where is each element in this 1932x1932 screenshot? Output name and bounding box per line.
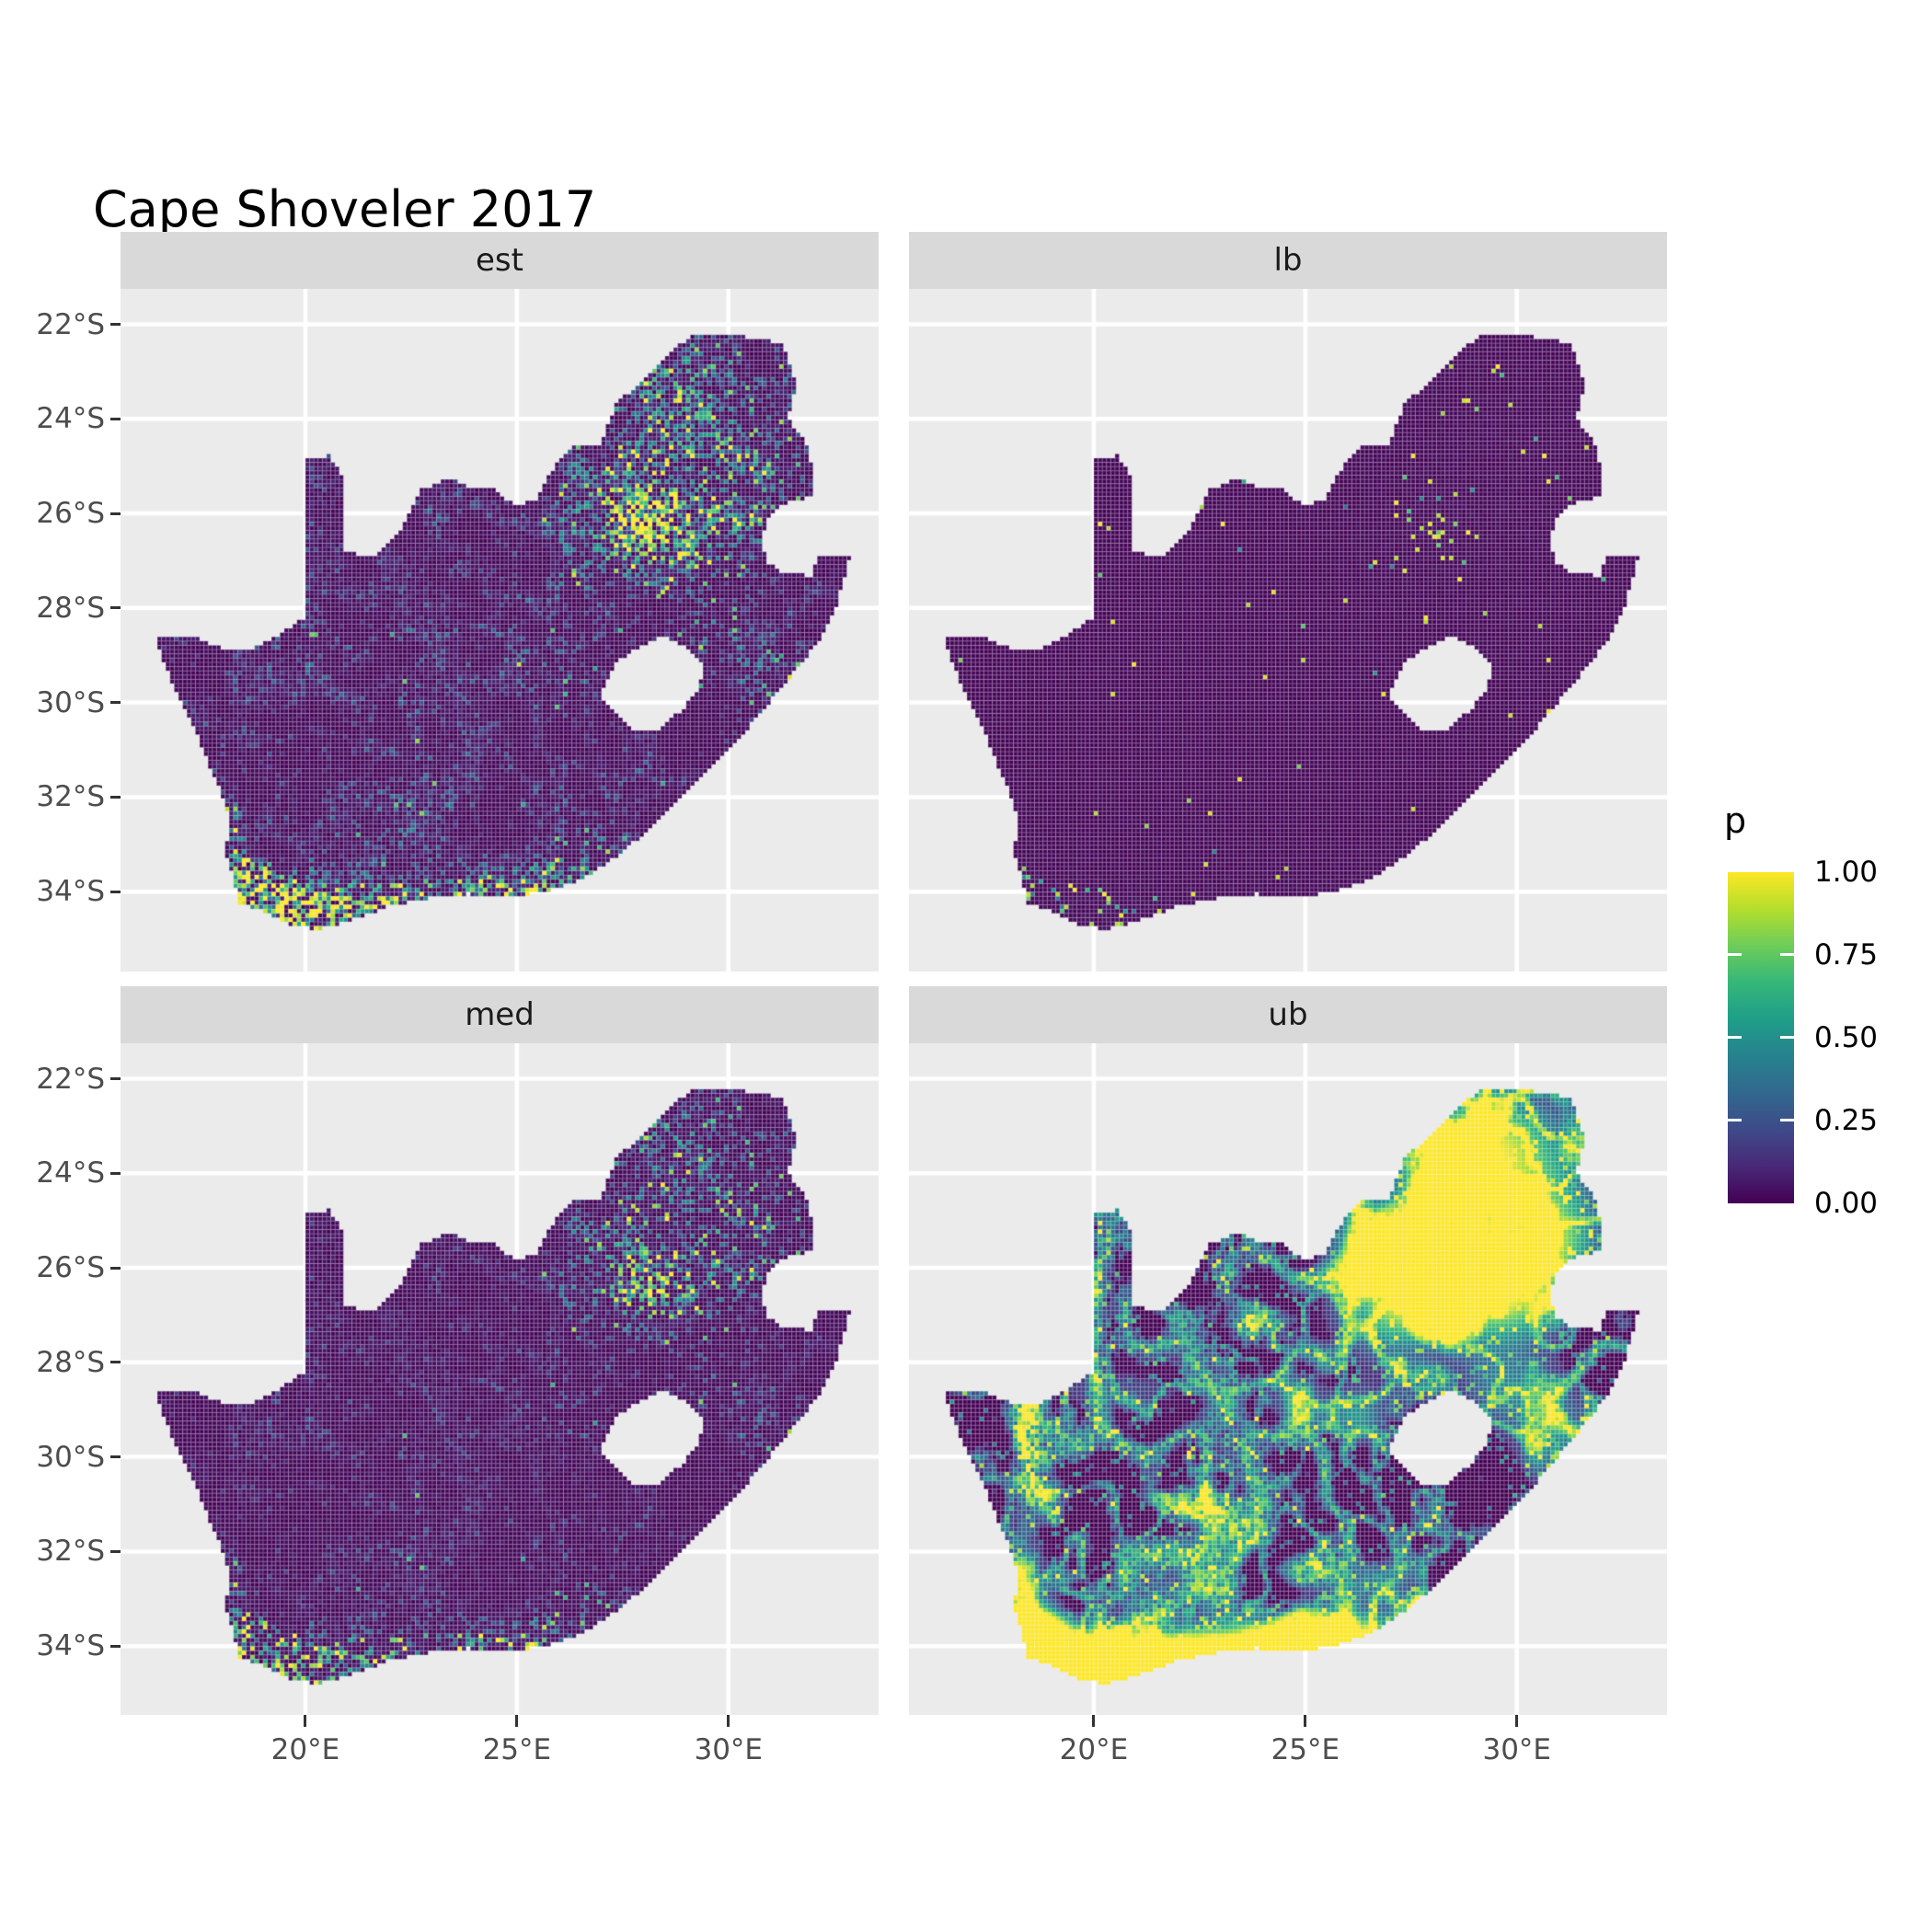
facet-strip-label-ub: ub: [1268, 996, 1308, 1033]
y-axis-label: 28°S: [36, 1345, 105, 1379]
y-axis-label: 34°S: [36, 875, 105, 909]
y-axis-tick-mark: [110, 512, 121, 515]
raster-map-lb: [909, 289, 1667, 972]
legend-label: 0.75: [1814, 938, 1879, 972]
legend-tick-mark: [1728, 1036, 1742, 1039]
x-axis-label: 20°E: [1059, 1733, 1129, 1766]
y-axis-tick-mark: [110, 417, 121, 420]
y-axis-tick-mark: [110, 1644, 121, 1648]
y-axis-label: 32°S: [36, 780, 105, 814]
y-axis-tick-mark: [110, 1171, 121, 1175]
y-axis-tick-mark: [110, 795, 121, 799]
x-axis-tick-mark: [1515, 1715, 1519, 1727]
legend-tick-mark: [1728, 953, 1742, 956]
x-axis-tick-mark: [1304, 1715, 1307, 1727]
legend-tick-mark: [1780, 1036, 1794, 1039]
legend-tick-mark: [1780, 953, 1794, 956]
y-axis-label: 32°S: [36, 1535, 105, 1569]
y-axis-label: 30°S: [36, 1440, 105, 1474]
raster-map-ub: [909, 1043, 1667, 1715]
raster-map-med: [121, 1043, 879, 1715]
y-axis-label: 26°S: [36, 497, 105, 531]
legend-tick-mark: [1780, 1119, 1794, 1121]
x-axis-tick-mark: [515, 1715, 519, 1727]
y-axis-tick-mark: [110, 1361, 121, 1364]
x-axis-tick-mark: [727, 1715, 730, 1727]
facet-strip-med: med: [121, 986, 879, 1043]
facet-strip-ub: ub: [909, 986, 1667, 1043]
legend-label: 1.00: [1814, 856, 1879, 889]
y-axis-label: 22°S: [36, 307, 105, 341]
y-axis-tick-mark: [110, 890, 121, 893]
y-axis-tick-mark: [110, 1266, 121, 1270]
x-axis-label: 20°E: [270, 1733, 340, 1766]
legend-label: 0.00: [1814, 1187, 1879, 1220]
y-axis-label: 22°S: [36, 1062, 105, 1096]
y-axis-label: 26°S: [36, 1251, 105, 1285]
y-axis-tick-mark: [110, 1549, 121, 1553]
raster-map-est: [121, 289, 879, 972]
y-axis-tick-mark: [110, 1455, 121, 1459]
facet-strip-label-est: est: [476, 242, 523, 279]
y-axis-tick-mark: [110, 701, 121, 705]
y-axis-label: 24°S: [36, 402, 105, 436]
facet-strip-label-med: med: [465, 996, 535, 1033]
facet-strip-lb: lb: [909, 232, 1667, 289]
x-axis-label: 25°E: [482, 1733, 552, 1766]
y-axis-label: 30°S: [36, 685, 105, 719]
x-axis-label: 30°E: [694, 1733, 764, 1766]
plot-title: Cape Shoveler 2017: [93, 180, 597, 238]
x-axis-tick-mark: [304, 1715, 307, 1727]
y-axis-tick-mark: [110, 1077, 121, 1081]
x-axis-tick-mark: [1092, 1715, 1096, 1727]
y-axis-label: 28°S: [36, 591, 105, 625]
legend-label: 0.25: [1814, 1104, 1879, 1137]
legend-tick-mark: [1728, 1119, 1742, 1121]
facet-strip-est: est: [121, 232, 879, 289]
x-axis-label: 30°E: [1482, 1733, 1552, 1766]
x-axis-label: 25°E: [1271, 1733, 1340, 1766]
y-axis-label: 24°S: [36, 1156, 105, 1190]
y-axis-tick-mark: [110, 323, 121, 327]
y-axis-label: 34°S: [36, 1629, 105, 1663]
facet-strip-label-lb: lb: [1273, 242, 1303, 279]
legend-label: 0.50: [1814, 1021, 1879, 1054]
y-axis-tick-mark: [110, 606, 121, 610]
legend-title: p: [1724, 800, 1747, 841]
